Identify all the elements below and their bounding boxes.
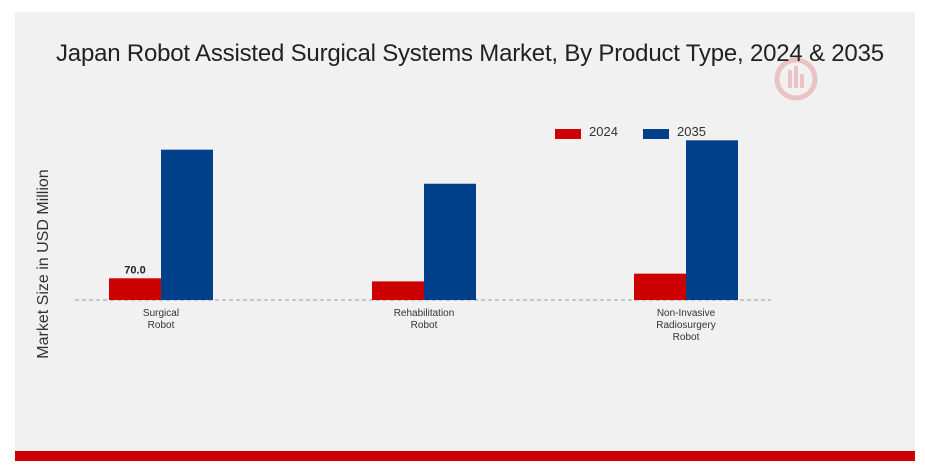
chart-title: Japan Robot Assisted Surgical Systems Ma…: [56, 40, 884, 67]
chart-plot: 70.0 Surgical Robot Rehabilitation Robot Non-…: [75, 140, 771, 343]
bar-2035-2: [686, 140, 738, 300]
legend-label: 2035: [677, 124, 706, 139]
bar-2024-2: [634, 273, 686, 300]
bar-2035-1: [424, 183, 476, 300]
legend-label: 2024: [589, 124, 618, 139]
bar-2035-0: [161, 149, 213, 300]
legend-swatch: [643, 129, 669, 139]
data-label: 70.0: [124, 264, 145, 276]
x-tick-label: Surgical Robot: [143, 308, 179, 331]
x-tick-label: Rehabilitation Robot: [394, 308, 455, 331]
bottom-accent-bar: [15, 451, 915, 461]
watermark-logo-icon: [774, 57, 818, 101]
bar-2024-1: [372, 281, 424, 300]
chart-card: Japan Robot Assisted Surgical Systems Ma…: [15, 12, 915, 458]
bar-2024-0: [109, 278, 161, 300]
legend-swatch: [555, 129, 581, 139]
x-tick-label: Non-Invasive Radiosurgery Robot: [656, 308, 715, 343]
